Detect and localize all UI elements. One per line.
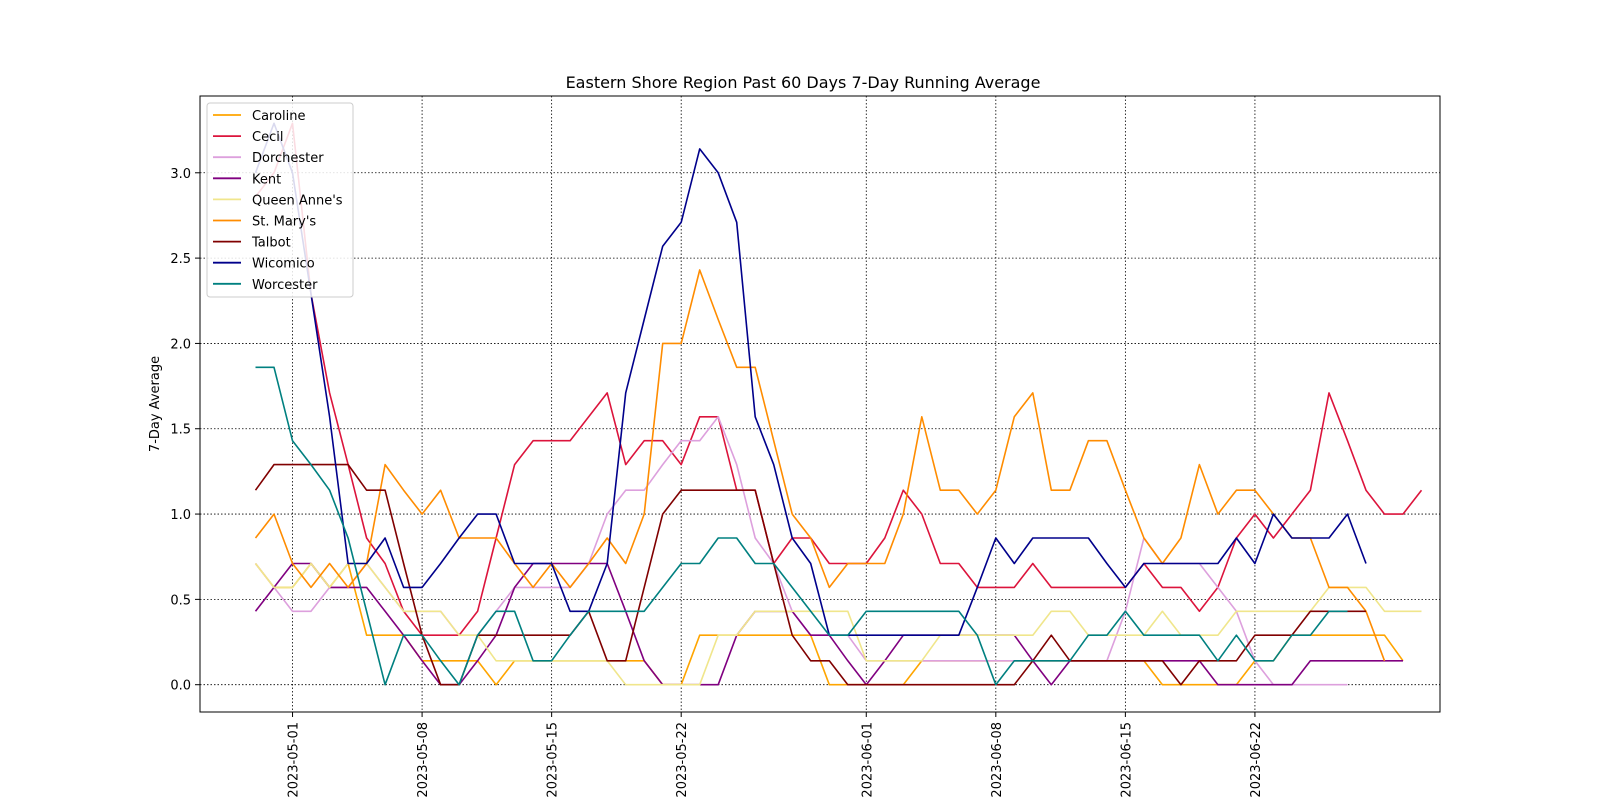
x-axis: 2023-05-01 2023-05-08 2023-05-15 2023-05-22… — [287, 712, 1264, 798]
x-tick-label: 2023-05-22 — [675, 722, 690, 798]
y-tick-label: 2.5 — [170, 252, 191, 267]
x-tick-label: 2023-06-08 — [990, 722, 1005, 798]
legend-entry: Wicomico — [252, 257, 315, 272]
x-tick-label: 2023-06-22 — [1249, 722, 1264, 798]
series-line-worcester — [255, 366, 1348, 686]
x-tick-label: 2023-05-15 — [546, 722, 561, 798]
legend-entry: St. Mary's — [252, 215, 316, 230]
series-lines — [254, 122, 1423, 686]
x-tick-label: 2023-05-01 — [287, 722, 302, 798]
y-tick-label: 3.0 — [170, 167, 191, 182]
series-line-kent — [254, 562, 1403, 686]
y-tick-label: 2.0 — [170, 337, 191, 352]
legend-entry: Dorchester — [252, 151, 324, 166]
legend-entry: Worcester — [252, 278, 318, 293]
y-tick-label: 0.0 — [170, 679, 191, 694]
legend: Caroline Cecil Dorchester Kent Queen Anne's S… — [206, 102, 354, 298]
plot-frame — [199, 95, 1441, 713]
legend-box — [206, 102, 354, 298]
y-tick-label: 1.5 — [170, 423, 191, 438]
x-tick-label: 2023-06-15 — [1119, 722, 1134, 798]
grid — [200, 96, 1440, 712]
series-line-caroline — [254, 562, 1404, 686]
series-line-st-mary-s — [254, 269, 1386, 662]
legend-entry: Caroline — [252, 109, 306, 124]
chart-title: Eastern Shore Region Past 60 Days 7-Day … — [566, 73, 1041, 92]
y-axis: 0.0 0.5 1.0 1.5 2.0 2.5 3.0 — [170, 167, 200, 694]
legend-entry: Cecil — [252, 130, 283, 145]
x-tick-label: 2023-06-01 — [860, 722, 875, 798]
series-line-talbot — [254, 463, 1366, 686]
series-line-cecil — [254, 122, 1423, 637]
legend-entry: Kent — [252, 172, 281, 187]
series-line-wicomico — [254, 122, 1367, 637]
y-tick-label: 0.5 — [170, 593, 191, 608]
legend-entry: Queen Anne's — [252, 193, 343, 208]
x-tick-label: 2023-05-08 — [416, 722, 431, 798]
legend-entry: Talbot — [251, 236, 291, 251]
series-line-queen-anne-s — [254, 562, 1422, 686]
y-tick-label: 1.0 — [170, 508, 191, 523]
y-axis-label: 7-Day Average — [148, 356, 163, 452]
